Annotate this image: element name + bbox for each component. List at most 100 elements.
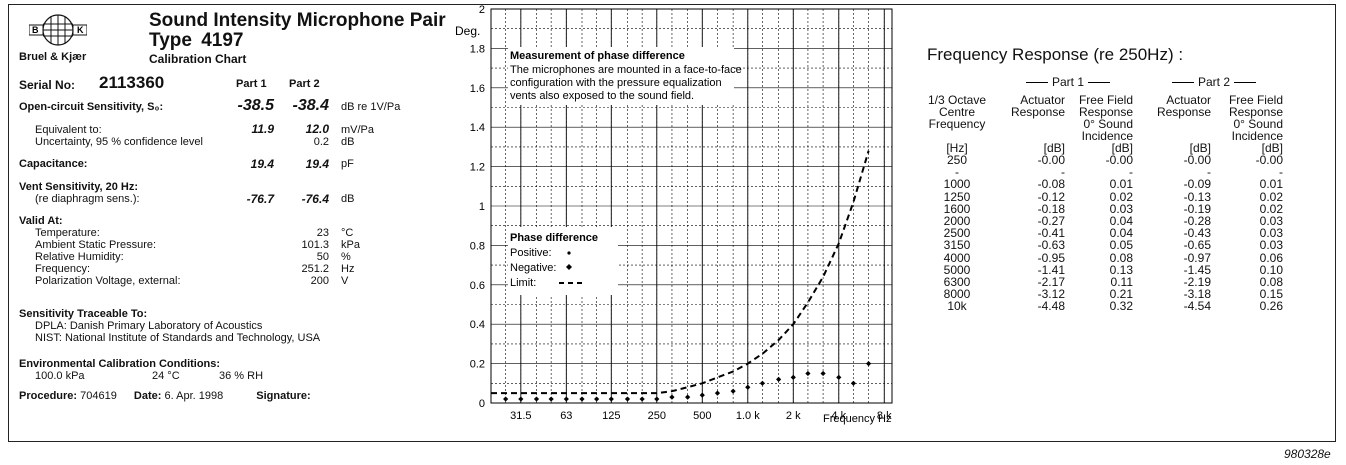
col-unit: [Hz] (946, 141, 968, 155)
y-tick-label: 0.6 (470, 280, 485, 292)
trace-nist: NIST: National Institute of Standards an… (35, 332, 321, 344)
vent-unit: dB (341, 193, 355, 205)
type-number: 4197 (201, 30, 244, 51)
cap-part1: 19.4 (250, 157, 274, 171)
phase-point (608, 396, 614, 402)
phase-point (714, 390, 721, 396)
col-header-freefield: 0° Sound (1233, 117, 1283, 131)
equiv-part2: 12.0 (305, 122, 329, 136)
freq-cell: -0.28 (1183, 214, 1211, 228)
valid-row-value: 101.3 (301, 239, 329, 251)
part1-header: Part 1 (236, 78, 267, 90)
x-tick-label: 4 k (831, 410, 846, 422)
serial-value: 2113360 (99, 73, 165, 92)
bruel-kjaer-logo: B K (29, 14, 87, 46)
freq-cell: 0.02 (1109, 189, 1133, 204)
ocs-part1: -38.5 (237, 97, 274, 114)
x-tick-label: 2 k (786, 410, 801, 422)
y-tick-label: 0.8 (470, 240, 485, 252)
part1-label: Part 1 (1003, 75, 1133, 89)
freq-cell: -0.00 (1037, 153, 1065, 167)
freq-cell: -0.97 (1183, 250, 1211, 265)
freq-cell: -4.54 (1183, 299, 1211, 314)
document-code: 980328e (1284, 447, 1331, 461)
date-value: 6. Apr. 1998 (164, 390, 224, 402)
freq-cell: -3.12 (1037, 287, 1065, 302)
freq-cell: 0.01 (1109, 177, 1133, 192)
y-tick-label: 0 (479, 398, 485, 410)
freq-cell: - (1279, 165, 1283, 180)
col-unit: [dB] (1261, 141, 1283, 155)
freq-cell: -0.00 (1105, 153, 1133, 167)
col-header-freefield: Free Field (1078, 93, 1133, 107)
date-label: Date: (133, 390, 162, 402)
limit-curve (491, 150, 870, 395)
part2-label-text: Part 2 (1197, 75, 1230, 89)
ocs-label: Open-circuit Sensitivity, S₀: (19, 101, 164, 113)
x-tick-label: 125 (602, 410, 620, 422)
note-box (508, 47, 734, 105)
phase-point (624, 396, 631, 402)
freq-cell: 0.03 (1259, 214, 1283, 228)
phase-point (730, 388, 736, 394)
part2-header: Part 2 (289, 78, 320, 90)
valid-row-unit: V (341, 275, 349, 287)
trace-dpla: DPLA: Danish Primary Laboratory of Acous… (35, 320, 263, 332)
freq-cell: 0.01 (1259, 177, 1283, 192)
y-tick-label: 2 (479, 5, 485, 16)
phase-point (579, 396, 585, 402)
y-tick-label: 1.2 (470, 162, 485, 174)
freq-cell: -0.00 (1183, 153, 1211, 167)
freq-cell: -0.27 (1037, 214, 1065, 228)
col-header-freefield: 0° Sound (1083, 117, 1133, 131)
legend-limit: Limit: (510, 277, 536, 289)
uncert-unit: dB (341, 136, 355, 148)
freq-cell: -0.65 (1183, 238, 1211, 253)
valid-row-unit: °C (341, 227, 354, 239)
freq-cell: -0.18 (1037, 201, 1065, 216)
col-header-freefield: Free Field (1228, 93, 1283, 107)
valid-row-name: Temperature: (35, 227, 100, 239)
freq-cell: -0.41 (1037, 226, 1065, 241)
y-tick-label: 1.8 (470, 43, 485, 55)
env-pressure: 100.0 kPa (35, 370, 85, 382)
vent-part1: -76.7 (246, 192, 274, 206)
trace-label: Sensitivity Traceable To: (19, 308, 148, 320)
col-unit: [dB] (1189, 141, 1211, 155)
freq-band: 5000 (943, 262, 971, 277)
freq-cell: 0.04 (1109, 214, 1133, 228)
freq-cell: -0.43 (1183, 226, 1211, 241)
phase-point (850, 380, 857, 386)
phase-point (865, 361, 872, 367)
valid-row-name: Ambient Static Pressure: (35, 239, 157, 251)
valid-row-unit: % (341, 251, 351, 263)
env-rh: 36 % RH (219, 370, 264, 382)
phase-point (745, 384, 751, 390)
phase-point (594, 396, 600, 402)
freq-cell: 0.08 (1109, 250, 1133, 265)
freq-cell: 0.04 (1109, 226, 1133, 241)
freq-cell: 0.26 (1259, 299, 1283, 314)
freq-cell: -1.45 (1183, 262, 1211, 277)
freq-band: 4000 (943, 250, 971, 265)
vent-part2: -76.4 (301, 192, 329, 206)
calibration-sheet: B K Bruel & Kjær Sound Intensity Microph… (8, 4, 1336, 442)
freq-band: 8000 (943, 287, 971, 302)
freq-cell: 0.03 (1259, 238, 1283, 253)
note-line-1: The microphones are mounted in a face-to… (510, 64, 742, 76)
freq-cell: 0.13 (1109, 262, 1133, 277)
valid-row-value: 50 (316, 251, 329, 263)
phase-point (820, 370, 826, 377)
valid-row-name: Relative Humidity: (35, 251, 124, 263)
type-line: Type 4197 (149, 30, 244, 52)
footer-line: Procedure: 704619 Date: 6. Apr. 1998 Sig… (19, 390, 311, 402)
env-label: Environmental Calibration Conditions: (19, 358, 221, 370)
y-tick-label: 1.4 (470, 122, 485, 134)
note-line-2: configuration with the pressure equaliza… (510, 77, 722, 89)
freq-cell: - (1207, 165, 1211, 180)
col-header-actuator: Actuator (1020, 93, 1065, 107)
phase-point (805, 370, 811, 377)
freq-cell: 0.32 (1109, 299, 1133, 314)
col-header-actuator: Response (1156, 105, 1211, 119)
subtitle: Calibration Chart (149, 52, 247, 66)
